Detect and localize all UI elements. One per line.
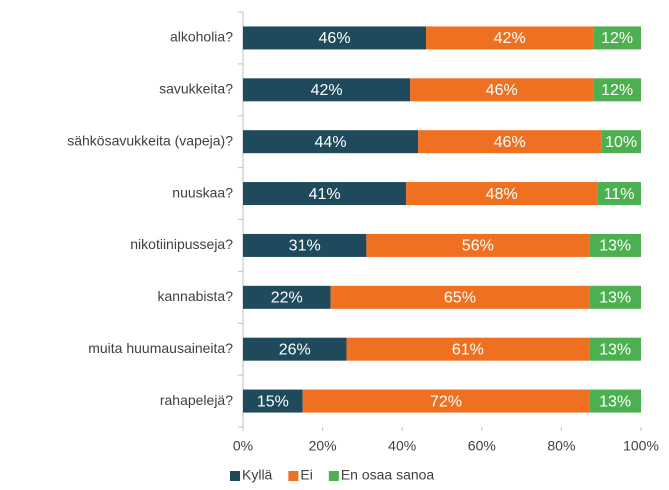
x-tick-label: 0% bbox=[233, 438, 253, 454]
data-label: 46% bbox=[319, 30, 351, 47]
bar-segment bbox=[410, 78, 594, 102]
data-label: 48% bbox=[486, 186, 518, 203]
x-tick-label: 100% bbox=[623, 438, 659, 454]
bar-segment bbox=[243, 78, 411, 102]
bar-segment bbox=[597, 182, 641, 206]
data-label: 22% bbox=[271, 290, 303, 307]
data-label: 10% bbox=[605, 134, 637, 151]
legend-label: En osaa sanoa bbox=[341, 467, 435, 483]
data-label: 13% bbox=[599, 290, 631, 307]
x-tick-label: 20% bbox=[309, 438, 337, 454]
data-label: 72% bbox=[430, 393, 462, 410]
legend-swatch bbox=[288, 471, 299, 481]
data-label: 56% bbox=[462, 238, 494, 255]
data-label: 15% bbox=[257, 393, 289, 410]
legend-label: Ei bbox=[300, 467, 312, 483]
data-label: 31% bbox=[289, 238, 321, 255]
bar-segment bbox=[593, 26, 641, 50]
bar-segment bbox=[302, 389, 590, 413]
bar-segment bbox=[406, 182, 598, 206]
data-label: 26% bbox=[279, 341, 311, 358]
bar-segment bbox=[589, 337, 641, 361]
legend-label: Kyllä bbox=[242, 467, 273, 483]
bar-segment bbox=[243, 285, 331, 309]
bar-segment bbox=[330, 285, 590, 309]
y-tick-label: nuuskaa? bbox=[172, 184, 233, 200]
y-tick-label: sähkösavukkeita (vapeja)? bbox=[67, 132, 233, 148]
bar-segment bbox=[589, 389, 641, 413]
bar-segment bbox=[366, 233, 590, 257]
data-label: 12% bbox=[601, 82, 633, 99]
y-tick-label: muita huumausaineita? bbox=[88, 340, 233, 356]
x-tick-label: 40% bbox=[388, 438, 416, 454]
bar-segment bbox=[589, 285, 641, 309]
bar-segment bbox=[418, 130, 602, 154]
bar-segment bbox=[243, 233, 367, 257]
bar-segment bbox=[243, 389, 303, 413]
data-label: 65% bbox=[444, 290, 476, 307]
data-label: 61% bbox=[452, 341, 484, 358]
data-label: 12% bbox=[601, 30, 633, 47]
legend-swatch bbox=[230, 471, 240, 481]
bar-segment bbox=[243, 182, 407, 206]
data-label: 42% bbox=[494, 30, 526, 47]
data-label: 41% bbox=[309, 186, 341, 203]
data-label: 13% bbox=[599, 238, 631, 255]
bar-segment bbox=[601, 130, 641, 154]
bar-segment bbox=[589, 233, 641, 257]
y-tick-label: alkoholia? bbox=[170, 29, 233, 45]
bar-segment bbox=[593, 78, 641, 102]
data-label: 13% bbox=[599, 393, 631, 410]
bar-segment bbox=[243, 26, 427, 50]
y-tick-label: kannabista? bbox=[157, 288, 233, 304]
bar-segment bbox=[243, 130, 419, 154]
data-label: 42% bbox=[311, 82, 343, 99]
data-label: 46% bbox=[494, 134, 526, 151]
data-label: 13% bbox=[599, 341, 631, 358]
legend-swatch bbox=[328, 471, 339, 481]
bar-segment bbox=[426, 26, 594, 50]
x-tick-label: 80% bbox=[547, 438, 575, 454]
y-tick-label: savukkeita? bbox=[159, 81, 233, 97]
data-label: 46% bbox=[486, 82, 518, 99]
data-label: 11% bbox=[604, 186, 635, 203]
y-tick-label: rahapelejä? bbox=[160, 392, 233, 408]
bar-segment bbox=[346, 337, 590, 361]
bar-segment bbox=[243, 337, 347, 361]
x-tick-label: 60% bbox=[468, 438, 496, 454]
data-label: 44% bbox=[315, 134, 347, 151]
y-tick-label: nikotiinipusseja? bbox=[130, 236, 233, 252]
